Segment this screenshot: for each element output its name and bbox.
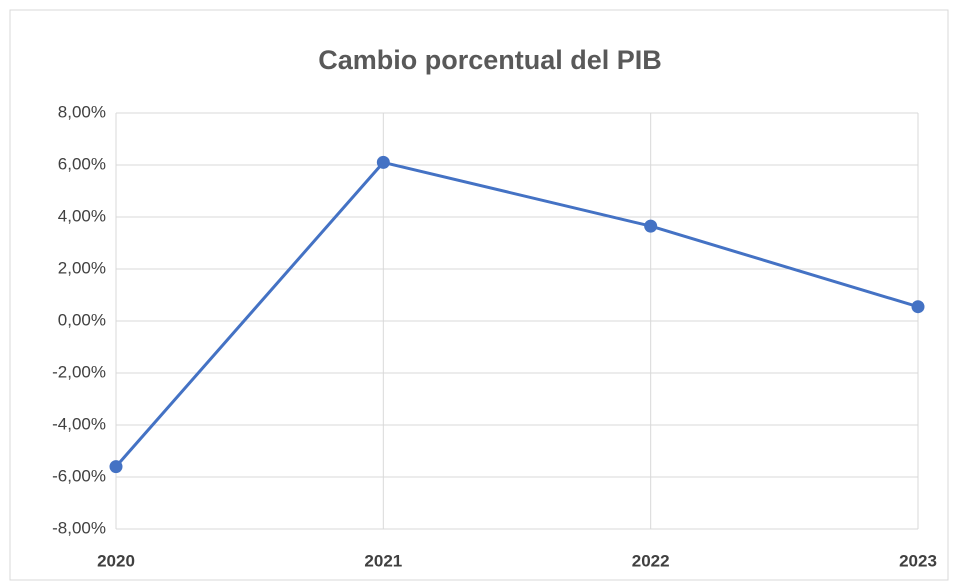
y-tick-label: 8,00% <box>58 102 106 121</box>
y-tick-label: 2,00% <box>58 258 106 277</box>
x-tick-label: 2020 <box>97 551 135 570</box>
x-tick-label: 2022 <box>632 551 670 570</box>
data-point <box>109 460 123 474</box>
y-tick-label: 4,00% <box>58 206 106 225</box>
x-tick-label: 2023 <box>899 551 937 570</box>
series-line <box>114 160 919 468</box>
data-point <box>911 300 925 314</box>
y-tick-label: 6,00% <box>58 154 106 173</box>
chart-border <box>9 9 949 581</box>
x-tick-label: 2021 <box>364 551 402 570</box>
chart-title: Cambio porcentual del PIB <box>318 45 662 75</box>
data-point <box>376 155 390 169</box>
y-tick-label: -4,00% <box>52 414 106 433</box>
data-point <box>644 219 658 233</box>
y-tick-label: -6,00% <box>52 466 106 485</box>
y-tick-label: -2,00% <box>52 362 106 381</box>
y-tick-label: 0,00% <box>58 310 106 329</box>
y-tick-label: -8,00% <box>52 518 106 537</box>
